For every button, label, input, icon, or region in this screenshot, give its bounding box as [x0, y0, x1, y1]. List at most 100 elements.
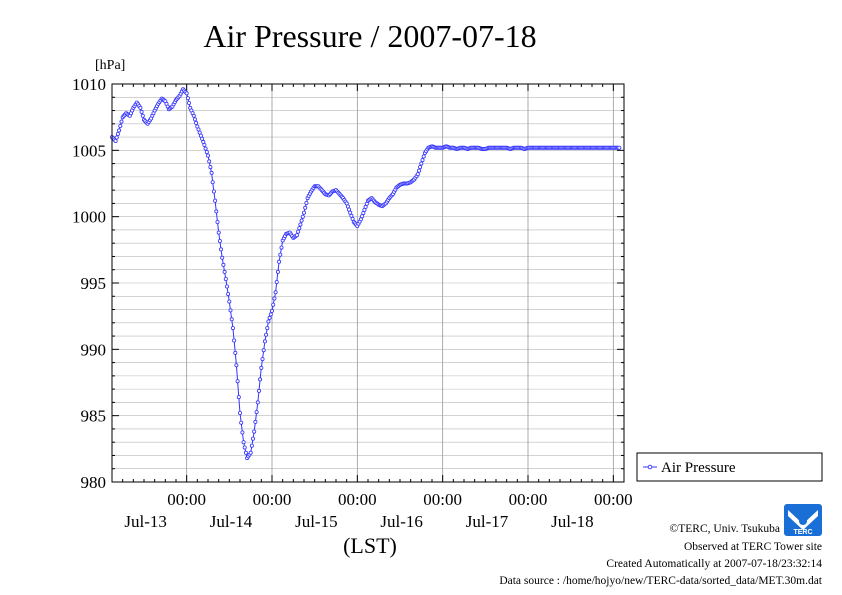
- legend: Air Pressure: [636, 452, 823, 482]
- data-point: [256, 388, 261, 393]
- data-point: [191, 113, 196, 118]
- x-tick-date-label: Jul-16: [380, 512, 423, 531]
- data-point: [215, 219, 220, 224]
- data-point: [249, 443, 254, 448]
- x-tick-time-label: 00:00: [338, 490, 377, 509]
- y-axis-unit: [hPa]: [95, 58, 125, 73]
- data-point: [240, 430, 245, 435]
- data-point: [140, 113, 145, 118]
- y-tick-label: 1005: [72, 141, 106, 160]
- series-points-air-pressure: [110, 87, 622, 461]
- y-tick-label: 985: [81, 407, 107, 426]
- data-point: [264, 332, 269, 337]
- data-point: [262, 339, 267, 344]
- x-tick-date-label: Jul-17: [466, 512, 509, 531]
- data-point: [227, 299, 232, 304]
- data-point: [421, 154, 426, 159]
- data-point: [253, 419, 258, 424]
- plot-frame: [111, 83, 625, 483]
- data-point: [139, 109, 144, 114]
- data-point: [299, 218, 304, 223]
- data-point: [235, 379, 240, 384]
- observed-text: Observed at TERC Tower site: [684, 541, 822, 553]
- copyright-text: ©TERC, Univ. Tsukuba: [670, 523, 780, 535]
- y-tick-label: 995: [81, 274, 107, 293]
- data-point: [185, 96, 190, 101]
- data-point: [218, 247, 223, 252]
- data-point: [226, 292, 231, 297]
- data-point: [241, 440, 246, 445]
- data-point: [118, 124, 123, 129]
- data-point: [229, 317, 234, 322]
- x-tick-time-label: 00:00: [509, 490, 548, 509]
- data-point: [202, 142, 207, 147]
- data-point: [261, 348, 266, 353]
- data-point: [203, 146, 208, 151]
- data-point: [214, 209, 219, 214]
- y-tick-label: 990: [81, 340, 107, 359]
- data-point: [210, 180, 215, 185]
- y-tick-label: 980: [81, 473, 107, 492]
- data-point: [192, 117, 197, 122]
- data-point: [216, 230, 221, 235]
- data-point: [233, 350, 238, 355]
- data-point: [255, 400, 260, 405]
- data-point: [213, 198, 218, 203]
- y-tick-label: 1000: [72, 208, 106, 227]
- x-tick-time-label: 00:00: [423, 490, 462, 509]
- data-point: [254, 410, 259, 415]
- x-axis-label: (LST): [343, 533, 397, 558]
- data-point: [298, 222, 303, 227]
- data-point: [211, 189, 216, 194]
- chart-title: Air Pressure / 2007-07-18: [203, 18, 536, 54]
- data-point: [217, 238, 222, 243]
- y-axis-ticks: 980 985 990 995 1000 1005 1010: [72, 75, 624, 492]
- data-point: [234, 363, 239, 368]
- data-point: [194, 120, 199, 125]
- terc-logo-icon: TERC: [784, 504, 822, 536]
- data-point: [114, 135, 119, 140]
- data-point: [275, 269, 280, 274]
- data-point: [278, 252, 283, 257]
- data-point: [242, 445, 247, 450]
- legend-label: Air Pressure: [661, 460, 736, 476]
- data-point: [266, 319, 271, 324]
- data-point: [296, 229, 301, 234]
- data-point: [420, 158, 425, 163]
- source-text: Data source : /home/hojyo/new/TERC-data/…: [499, 575, 822, 587]
- legend-box: [636, 452, 823, 482]
- x-tick-date-label: Jul-14: [210, 512, 253, 531]
- data-point: [418, 165, 423, 170]
- data-point: [259, 365, 264, 370]
- data-point: [301, 210, 306, 215]
- data-point: [279, 245, 284, 250]
- data-point: [617, 145, 622, 150]
- data-point: [252, 429, 257, 434]
- data-point: [209, 170, 214, 175]
- data-point: [248, 450, 253, 455]
- data-point: [267, 315, 272, 320]
- data-point: [269, 308, 274, 313]
- data-point: [113, 138, 118, 143]
- y-tick-label: 1010: [72, 75, 106, 94]
- data-point: [184, 91, 189, 96]
- data-point: [138, 105, 143, 110]
- data-point: [271, 302, 276, 307]
- x-tick-time-label: 00:00: [167, 490, 206, 509]
- data-point: [265, 326, 270, 331]
- data-point: [415, 172, 420, 177]
- data-point: [208, 165, 213, 170]
- data-point: [221, 262, 226, 267]
- data-point: [303, 205, 308, 210]
- data-point: [222, 269, 227, 274]
- data-point: [300, 214, 305, 219]
- data-point: [115, 131, 120, 136]
- data-point: [207, 159, 212, 164]
- data-point: [119, 119, 124, 124]
- logo-text: TERC: [793, 529, 812, 536]
- data-point: [304, 200, 309, 205]
- data-point: [205, 153, 210, 158]
- data-point: [268, 312, 273, 317]
- x-tick-date-label: Jul-18: [551, 512, 594, 531]
